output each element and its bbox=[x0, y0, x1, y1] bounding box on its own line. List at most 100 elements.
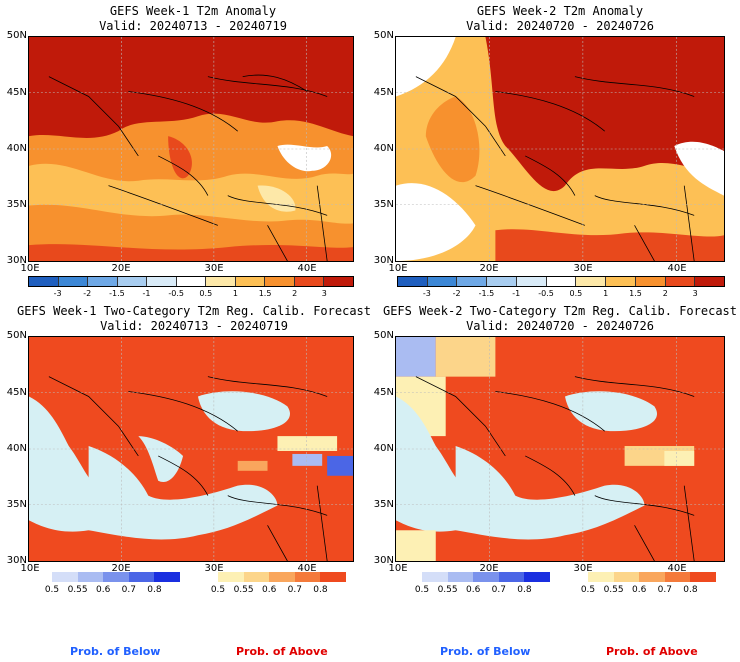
lat-label: 40N bbox=[6, 143, 27, 154]
prob-tick-label: 0.7 bbox=[121, 585, 136, 595]
map-week1-anomaly bbox=[28, 36, 354, 262]
anomaly-color-swatch bbox=[147, 277, 177, 286]
panel3-title: GEFS Week-1 Two-Category T2m Reg. Calib.… bbox=[16, 304, 371, 333]
prob-tick-label: 0.55 bbox=[233, 585, 254, 595]
lat-label: 35N bbox=[373, 499, 394, 510]
anomaly-color-swatch bbox=[176, 277, 207, 286]
anomaly-color-swatch bbox=[487, 277, 517, 286]
prob-below-label-week1: Prob. of Below bbox=[70, 645, 161, 658]
prob-below-colorbar-week2 bbox=[422, 572, 550, 582]
lat-label: 30N bbox=[373, 555, 394, 566]
prob-above-color-swatch bbox=[639, 572, 665, 582]
lon-label: 10E bbox=[388, 263, 408, 274]
anomaly-tick-label: -2 bbox=[83, 289, 92, 298]
lat-label: 35N bbox=[6, 199, 27, 210]
prob-above-color-swatch bbox=[690, 572, 716, 582]
lat-label: 40N bbox=[373, 143, 394, 154]
prob-tick-label: 0.55 bbox=[67, 585, 88, 595]
prob-below-color-swatch bbox=[422, 572, 448, 582]
prob-above-color-swatch bbox=[613, 572, 640, 582]
anomaly-color-swatch bbox=[117, 277, 148, 286]
lat-label: 40N bbox=[373, 443, 394, 454]
anomaly-tick-label: -1.5 bbox=[109, 289, 125, 298]
prob-tick-label: 0.5 bbox=[580, 585, 596, 595]
prob-above-color-swatch bbox=[664, 572, 691, 582]
lon-label: 40E bbox=[297, 263, 317, 274]
prob-tick-label: 0.8 bbox=[147, 585, 162, 595]
lon-label: 20E bbox=[479, 263, 499, 274]
anomaly-color-swatch bbox=[427, 277, 458, 286]
map-week2-anomaly bbox=[395, 36, 725, 262]
lon-label: 30E bbox=[573, 263, 593, 274]
anomaly-tick-label: 3 bbox=[321, 289, 327, 298]
panel2-title: GEFS Week-2 T2m Anomaly Valid: 20240720 -… bbox=[466, 4, 654, 33]
prob-tick-label: 0.5 bbox=[414, 585, 430, 595]
prob-above-color-swatch bbox=[588, 572, 614, 582]
prob-below-color-swatch bbox=[473, 572, 499, 582]
prob-tick-label: 0.55 bbox=[437, 585, 458, 595]
lat-label: 45N bbox=[6, 387, 27, 398]
prob-above-label-week1: Prob. of Above bbox=[236, 645, 328, 658]
anomaly-tick-label: 0.5 bbox=[199, 289, 213, 298]
prob-below-labels-week2: 0.5 0.55 0.6 0.7 0.8 bbox=[415, 585, 550, 596]
anomaly-color-swatch bbox=[29, 277, 59, 286]
anomaly-tick-label: -2 bbox=[452, 289, 461, 298]
panel4-title: GEFS Week-2 Two-Category T2m Reg. Calib.… bbox=[382, 304, 737, 333]
prob-below-color-swatch bbox=[498, 572, 525, 582]
prob-above-color-swatch bbox=[269, 572, 295, 582]
prob-below-color-swatch bbox=[154, 572, 180, 582]
prob-below-color-swatch bbox=[77, 572, 104, 582]
prob-tick-label: 0.8 bbox=[517, 585, 532, 595]
lat-label: 45N bbox=[6, 87, 27, 98]
anomaly-color-swatch bbox=[206, 277, 236, 286]
lat-label: 35N bbox=[373, 199, 394, 210]
prob-tick-label: 0.6 bbox=[96, 585, 111, 595]
prob-tick-label: 0.7 bbox=[657, 585, 672, 595]
anomaly-color-swatch bbox=[58, 277, 89, 286]
anomaly-tick-label: 1.5 bbox=[258, 289, 272, 298]
lat-label: 50N bbox=[373, 30, 394, 41]
lat-label: 50N bbox=[373, 330, 394, 341]
prob-below-color-swatch bbox=[524, 572, 550, 582]
lon-label: 40E bbox=[297, 563, 317, 574]
prob-below-label-week2: Prob. of Below bbox=[440, 645, 531, 658]
anomaly-color-swatch bbox=[294, 277, 325, 286]
prob-tick-label: 0.6 bbox=[262, 585, 277, 595]
anomaly-color-swatch bbox=[265, 277, 295, 286]
anomaly-tick-label: -0.5 bbox=[538, 289, 554, 298]
anomaly-colorbar-labels-week2: -3 -2 -1.5 -1 -0.5 0.5 1 1.5 2 3 bbox=[397, 290, 725, 300]
lat-label: 40N bbox=[6, 443, 27, 454]
anomaly-tick-label: -3 bbox=[53, 289, 62, 298]
prob-tick-label: 0.7 bbox=[287, 585, 302, 595]
lon-label: 40E bbox=[667, 563, 687, 574]
anomaly-colorbar-week2 bbox=[397, 276, 725, 287]
lat-label: 30N bbox=[6, 555, 27, 566]
anomaly-color-swatch bbox=[695, 277, 725, 286]
prob-tick-label: 0.6 bbox=[632, 585, 647, 595]
anomaly-tick-label: 1 bbox=[232, 289, 238, 298]
prob-tick-label: 0.6 bbox=[466, 585, 481, 595]
anomaly-tick-label: 2 bbox=[292, 289, 298, 298]
prob-above-colorbar-week1 bbox=[218, 572, 346, 582]
prob-above-color-swatch bbox=[243, 572, 270, 582]
lon-label: 30E bbox=[573, 563, 593, 574]
lat-label: 45N bbox=[373, 87, 394, 98]
prob-below-color-swatch bbox=[447, 572, 474, 582]
anomaly-tick-label: 0.5 bbox=[569, 289, 583, 298]
anomaly-tick-label: -1.5 bbox=[478, 289, 495, 298]
anomaly-tick-label: -1 bbox=[142, 289, 151, 298]
anomaly-color-swatch bbox=[576, 277, 607, 286]
lon-label: 30E bbox=[204, 263, 224, 274]
anomaly-color-swatch bbox=[88, 277, 118, 286]
prob-tick-label: 0.55 bbox=[603, 585, 624, 595]
prob-below-color-swatch bbox=[128, 572, 155, 582]
lon-label: 10E bbox=[20, 563, 40, 574]
anomaly-tick-label: -3 bbox=[422, 289, 431, 298]
anomaly-color-swatch bbox=[606, 277, 636, 286]
prob-above-label-week2: Prob. of Above bbox=[606, 645, 698, 658]
anomaly-color-swatch bbox=[516, 277, 547, 286]
map-week1-probability bbox=[28, 336, 354, 562]
anomaly-tick-label: -1 bbox=[512, 289, 521, 298]
anomaly-color-swatch bbox=[457, 277, 488, 286]
prob-above-colorbar-week2 bbox=[588, 572, 716, 582]
